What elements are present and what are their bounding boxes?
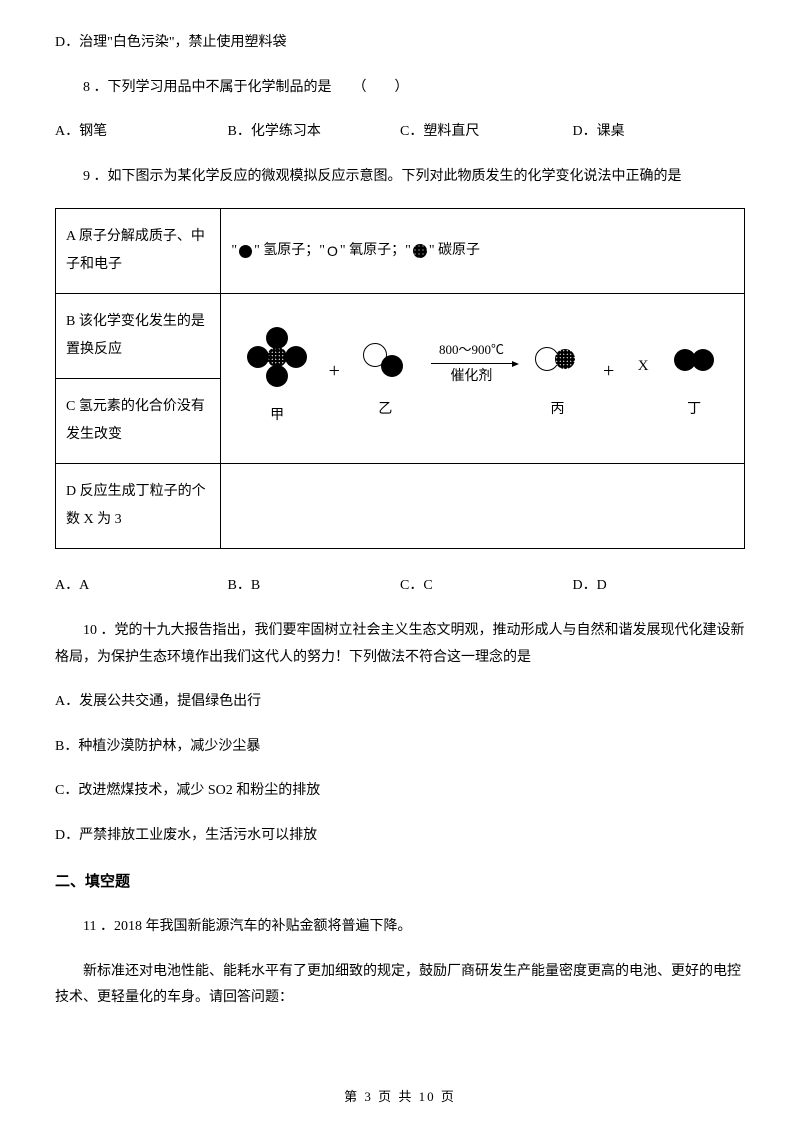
label-yi: 乙 [378, 397, 392, 424]
legend-t4: " 碳原子 [429, 238, 480, 265]
legend-quote1: " [231, 238, 237, 265]
q9-rowB-left: B 该化学变化发生的是置换反应 [56, 294, 221, 379]
q9-options: A．A B．B C．C D．D [55, 573, 745, 600]
mol-bing [535, 335, 579, 379]
q10-opt-c: C．改进燃煤技术，减少 SO2 和粉尘的排放 [55, 778, 745, 805]
c-atom-icon [555, 349, 575, 369]
mol-yi-col: 乙 [363, 335, 407, 424]
mol-ding-col: 丁 [672, 335, 716, 424]
q8-options: A．钢笔 B．化学练习本 C．塑料直尺 D．课桌 [55, 119, 745, 146]
reaction-arrow: 800～900℃ 催化剂 [431, 338, 512, 390]
label-bing: 丙 [550, 397, 564, 424]
h-atom-icon [692, 349, 714, 371]
q8-opt-d: D．课桌 [573, 119, 746, 146]
x-coef: X [638, 352, 649, 381]
h-atom-icon [266, 365, 288, 387]
opt-d-pollution: D．治理"白色污染"，禁止使用塑料袋 [55, 30, 745, 57]
arrow-condition-top: 800～900℃ [431, 338, 512, 364]
mol-yi [363, 335, 407, 379]
label-jia: 甲 [270, 403, 284, 430]
q9-opt-b: B．B [228, 573, 401, 600]
mol-jia-col: 甲 [249, 329, 305, 430]
q11-cont: 新标准还对电池性能、能耗水平有了更加细致的规定，鼓励厂商研发生产能量密度更高的电… [55, 959, 745, 1012]
h-atom-icon [285, 346, 307, 368]
h-atom-icon [266, 327, 288, 349]
q9-diagram-cell: 甲 + 乙 800～900℃ 催化剂 [221, 294, 745, 464]
legend-t3: " 氧原子；" [340, 238, 411, 265]
q9-opt-c: C．C [400, 573, 573, 600]
q9-stem: 9 ．如下图示为某化学反应的微观模拟反应示意图。下列对此物质发生的化学变化说法中… [55, 164, 745, 191]
q8-opt-b: B．化学练习本 [228, 119, 401, 146]
label-ding: 丁 [687, 397, 701, 424]
legend-t2: " 氢原子；" [254, 238, 325, 265]
plus-icon: + [329, 352, 340, 390]
mol-bing-col: 丙 [535, 335, 579, 424]
mol-ding [672, 335, 716, 379]
q10-stem: 10 ．党的十九大报告指出，我们要牢固树立社会主义生态文明观，推动形成人与自然和… [55, 618, 745, 671]
q10-opt-a: A．发展公共交通，提倡绿色出行 [55, 689, 745, 716]
h-atom-icon [247, 346, 269, 368]
q9-legend-cell: "" 氢原子；"O" 氧原子；"" 碳原子 [221, 209, 745, 294]
plus-icon-2: + [603, 352, 614, 390]
q9-opt-d: D．D [573, 573, 746, 600]
carbon-atom-icon [413, 244, 427, 258]
q8-stem: 8 ．下列学习用品中不属于化学制品的是 （ ） [55, 75, 745, 102]
page-footer: 第 3 页 共 10 页 [0, 1085, 800, 1110]
hydrogen-atom-icon [239, 245, 252, 258]
q9-rowD-right [221, 464, 745, 549]
q8-opt-a: A．钢笔 [55, 119, 228, 146]
q11-stem: 11 ．2018 年我国新能源汽车的补贴金额将普遍下降。 [55, 914, 745, 941]
q9-rowA-left: A 原子分解成质子、中子和电子 [56, 209, 221, 294]
h-atom-icon [381, 355, 403, 377]
q9-rowC-left: C 氢元素的化合价没有发生改变 [56, 379, 221, 464]
mol-jia [249, 329, 305, 385]
q8-opt-c: C．塑料直尺 [400, 119, 573, 146]
c-atom-icon [267, 347, 287, 367]
reaction-diagram: 甲 + 乙 800～900℃ 催化剂 [231, 314, 734, 444]
q10-opt-b: B．种植沙漠防护林，减少沙尘暴 [55, 734, 745, 761]
q9-opt-a: A．A [55, 573, 228, 600]
q10-opt-d: D．严禁排放工业废水，生活污水可以排放 [55, 823, 745, 850]
arrow-condition-bot: 催化剂 [450, 364, 492, 391]
q9-rowD-left: D 反应生成丁粒子的个数 X 为 3 [56, 464, 221, 549]
section-2-title: 二、填空题 [55, 868, 745, 897]
q9-table: A 原子分解成质子、中子和电子 "" 氢原子；"O" 氧原子；"" 碳原子 B … [55, 208, 745, 549]
